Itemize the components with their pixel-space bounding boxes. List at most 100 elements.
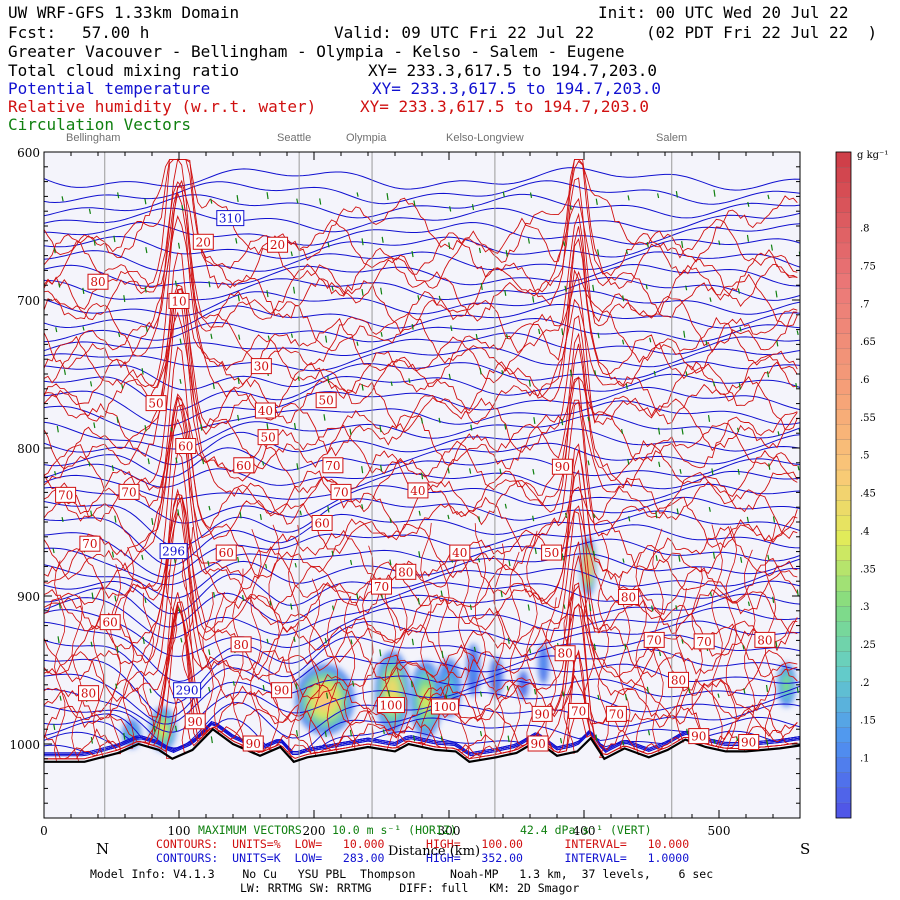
wind-vector (324, 730, 327, 737)
wind-vector (438, 417, 441, 424)
rh-label: 90 (246, 737, 261, 751)
wind-vector (208, 505, 211, 511)
theta-label: 296 (162, 545, 185, 559)
wind-vector (235, 237, 238, 244)
wind-vector (473, 646, 477, 652)
wind-vector (327, 242, 330, 248)
rh-label: 60 (103, 616, 118, 630)
town-label-salem: Salem (656, 132, 688, 144)
wind-vector (239, 511, 242, 519)
wind-vector (709, 297, 712, 302)
town-label-seattle: Seattle (277, 132, 312, 144)
rh-label: 20 (270, 238, 285, 252)
wind-vector (796, 330, 799, 336)
wind-vector (562, 691, 565, 697)
wind-vector (647, 730, 651, 736)
rh-label: 80 (671, 673, 686, 687)
rh-label: 90 (530, 737, 545, 751)
wind-vector (386, 193, 389, 201)
theta-contour-line (44, 386, 800, 427)
wind-vector (331, 286, 334, 291)
colorbar-swatch (836, 727, 851, 743)
wind-vector (296, 463, 299, 470)
wind-vector (658, 461, 661, 468)
wind-vector (625, 383, 628, 390)
rh-label-box (192, 233, 214, 250)
wind-vector (381, 236, 384, 243)
colorbar-swatch (836, 212, 851, 228)
rh-label: 90 (741, 736, 756, 750)
rh-contour-info: CONTOURS: UNITS=% LOW= 10.000 HIGH= 100.… (156, 837, 690, 851)
colorbar-tick-label: .25 (860, 640, 876, 651)
town-label-bellingham: Bellingham (66, 132, 121, 144)
colorbar-swatch (836, 712, 851, 728)
colorbar-swatch (836, 757, 851, 773)
colorbar-tick-label: .55 (860, 413, 876, 424)
x-tick-label: 300 (438, 824, 461, 838)
rh-contour-line (71, 595, 83, 763)
wind-vector (417, 295, 420, 301)
wind-vector (292, 286, 296, 294)
town-label-kelso: Kelso-Longview (446, 132, 524, 144)
wind-vector (52, 548, 55, 554)
wind-vector (527, 238, 530, 244)
rh-label: 90 (274, 684, 289, 698)
wind-vector (147, 458, 150, 465)
wind-vector (356, 593, 359, 600)
wind-vector (58, 602, 61, 609)
vector-horiz-scale: 10.0 m s⁻¹ (HORIZ) (332, 823, 457, 837)
colorbar-tick-label: .4 (860, 526, 870, 537)
rh-contour-line (420, 522, 432, 749)
wind-vector (685, 285, 688, 291)
rh-contour-line (691, 566, 703, 745)
wind-vector (350, 559, 353, 566)
wind-vector (144, 425, 147, 432)
colorbar-swatch (836, 802, 851, 818)
wind-vector (477, 557, 481, 563)
colorbar-swatch (836, 182, 851, 198)
rh-label-box (271, 682, 293, 699)
wind-vector (56, 425, 59, 433)
wind-vector (91, 592, 94, 600)
colorbar-swatch (836, 606, 851, 622)
rh-label-box (754, 631, 776, 648)
rh-label: 70 (697, 635, 712, 649)
wind-vector (737, 288, 740, 294)
wind-vector (90, 641, 93, 647)
theta-contour-line (44, 207, 800, 233)
theta-contour-line (44, 180, 800, 205)
wind-vector (447, 514, 450, 520)
rh-label: 90 (691, 730, 706, 744)
wind-vector (410, 680, 413, 688)
rh-contour-line (526, 530, 538, 745)
wind-vector (595, 734, 598, 742)
wind-vector (718, 240, 721, 246)
rh-contour-line (250, 528, 262, 755)
x-tick-label: 200 (303, 824, 326, 838)
wind-vector (200, 424, 203, 431)
wind-vector (144, 286, 147, 293)
vector-vert-scale: 42.4 dPa s⁻¹ (VERT) (520, 823, 652, 837)
wind-vector (418, 510, 421, 516)
wind-vector (142, 637, 145, 645)
wind-vector (478, 247, 482, 254)
wind-vector (144, 598, 147, 603)
colorbar: .1 .15 .2 .25 .3 .35 .4 .45 .5 .55 .6 .65 .7 .75 .8 g k… (835, 150, 888, 819)
wind-vector (564, 285, 567, 292)
theta-labels: 310 296 290 (159, 210, 245, 699)
wind-vector (266, 290, 269, 298)
wind-vector (295, 730, 299, 737)
rh-contour-line (123, 546, 135, 749)
rh-contour-line (288, 524, 300, 763)
wind-vector (212, 592, 216, 598)
wind-vector (440, 590, 443, 597)
wind-vector (413, 200, 416, 207)
rh-label: 80 (233, 638, 248, 652)
rh-label: 50 (148, 397, 163, 411)
wind-vector (561, 418, 564, 426)
wind-vector (259, 514, 262, 520)
wind-vector (210, 198, 213, 204)
town-lines (104, 152, 673, 818)
colorbar-tick-label: .8 (860, 224, 870, 235)
